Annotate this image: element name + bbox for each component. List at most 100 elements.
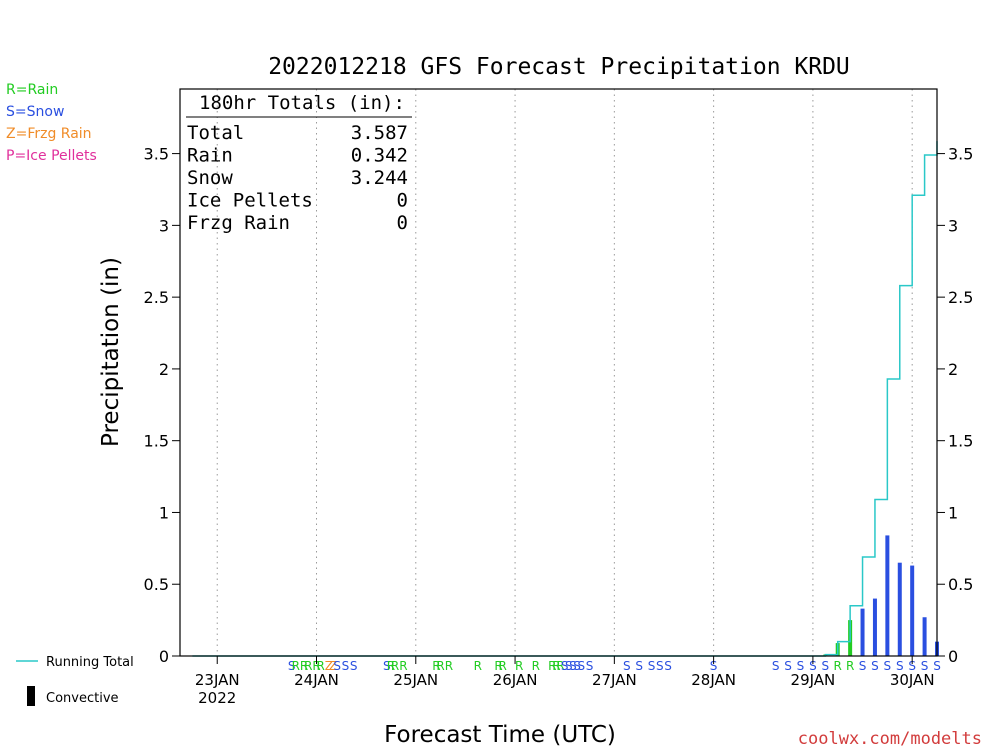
chart-title: 2022012218 GFS Forecast Precipitation KR… bbox=[268, 54, 850, 80]
y-axis-label: Precipitation (in) bbox=[98, 257, 124, 447]
y-tick-label-right: 1 bbox=[948, 503, 958, 522]
x-tick-label: 24JAN bbox=[294, 671, 339, 689]
y-tick-label-right: 0.5 bbox=[948, 575, 973, 594]
y-tick-label-left: 0 bbox=[159, 647, 169, 666]
ptype-marker: S bbox=[288, 659, 296, 673]
ptype-marker: S bbox=[859, 659, 867, 673]
running-total-series bbox=[192, 141, 938, 657]
ptype-marker: R bbox=[846, 659, 854, 673]
totals-row-value: 0.342 bbox=[351, 145, 408, 167]
totals-row-value: 0 bbox=[397, 190, 408, 212]
y-tick-label-right: 2 bbox=[948, 360, 958, 379]
ptype-marker: S bbox=[333, 659, 341, 673]
y-tick-label-right: 3.5 bbox=[948, 145, 973, 164]
ptype-marker: S bbox=[921, 659, 929, 673]
ptype-marker: S bbox=[573, 659, 581, 673]
totals-row-label: Ice Pellets bbox=[187, 190, 313, 212]
totals-box: 180hr Totals (in): Total 3.587 Rain 0.342 Sn… bbox=[186, 92, 412, 234]
precip-bar bbox=[922, 617, 927, 656]
ptype-marker: S bbox=[586, 659, 594, 673]
ptype-marker: R bbox=[387, 659, 395, 673]
totals-row-label: Frzg Rain bbox=[187, 212, 290, 234]
ptype-marker: R bbox=[474, 659, 482, 673]
ptype-marker: S bbox=[623, 659, 631, 673]
ptype-marker: S bbox=[350, 659, 358, 673]
y-tick-label-left: 3.5 bbox=[144, 145, 169, 164]
ptype-marker: R bbox=[548, 659, 556, 673]
x-tick-label: 28JAN bbox=[691, 671, 736, 689]
ptype-marker: S bbox=[784, 659, 792, 673]
x-tick-label: 25JAN bbox=[393, 671, 438, 689]
ptype-marker: S bbox=[809, 659, 817, 673]
ptype-marker: S bbox=[383, 659, 391, 673]
ptype-marker: R bbox=[834, 659, 842, 673]
x-tick-label: 27JAN bbox=[592, 671, 637, 689]
ptype-marker: S bbox=[656, 659, 664, 673]
y-tick-label-left: 1.5 bbox=[144, 432, 169, 451]
ptype-marker: R bbox=[312, 659, 320, 673]
y-tick-label-left: 1 bbox=[159, 503, 169, 522]
totals-row-label: Total bbox=[187, 122, 244, 144]
ptype-marker: R bbox=[399, 659, 407, 673]
ptype-marker: S bbox=[884, 659, 892, 673]
precip-bar bbox=[897, 562, 902, 656]
ptype-marker: Z bbox=[329, 659, 337, 673]
y-tick-label-right: 2.5 bbox=[948, 288, 973, 307]
x-tick-label: 29JAN bbox=[791, 671, 836, 689]
ptype-marker: S bbox=[933, 659, 941, 673]
ptype-marker: R bbox=[432, 659, 440, 673]
ptype-marker: R bbox=[498, 659, 506, 673]
totals-row-value: 0 bbox=[397, 212, 408, 234]
ptype-marker: S bbox=[896, 659, 904, 673]
ptype-marker: S bbox=[565, 659, 573, 673]
ptype-marker: S bbox=[821, 659, 829, 673]
ptype-marker: R bbox=[494, 659, 502, 673]
totals-row-label: Rain bbox=[187, 145, 233, 167]
ptype-marker: R bbox=[556, 659, 564, 673]
y-tick-label-left: 2 bbox=[159, 360, 169, 379]
legend-rain: R=Rain bbox=[6, 82, 58, 98]
ptype-marker: R bbox=[552, 659, 560, 673]
totals-header: 180hr Totals (in): bbox=[199, 92, 405, 114]
ptype-marker: S bbox=[664, 659, 672, 673]
ptype-marker: R bbox=[292, 659, 300, 673]
y-tick-label-left: 2.5 bbox=[144, 288, 169, 307]
ptype-marker: R bbox=[304, 659, 312, 673]
ptype-marker: S bbox=[561, 659, 569, 673]
ptype-marker: R bbox=[515, 659, 523, 673]
ptype-marker: S bbox=[797, 659, 805, 673]
y-tick-label-right: 0 bbox=[948, 647, 958, 666]
ptype-marker: S bbox=[648, 659, 656, 673]
totals-row-label: Snow bbox=[187, 167, 233, 189]
bars bbox=[823, 535, 939, 656]
y-tick-label-right: 1.5 bbox=[948, 432, 973, 451]
ptype-marker: S bbox=[635, 659, 643, 673]
y-tick-label-left: 3 bbox=[159, 216, 169, 235]
watermark: coolwx.com/modelts bbox=[798, 729, 982, 749]
legend-ice: P=Ice Pellets bbox=[6, 148, 97, 164]
x-axis-label: Forecast Time (UTC) bbox=[384, 722, 616, 748]
x-tick-label: 26JAN bbox=[493, 671, 538, 689]
legend-snow: S=Snow bbox=[6, 104, 64, 120]
precip-bar bbox=[872, 598, 877, 656]
ptype-marker: R bbox=[300, 659, 308, 673]
legend-frzg: Z=Frzg Rain bbox=[6, 126, 92, 142]
legend-convective-swatch bbox=[27, 686, 35, 706]
y-tick-label-right: 3 bbox=[948, 216, 958, 235]
plot-frame bbox=[179, 88, 938, 657]
x-tick-label: 30JAN bbox=[890, 671, 935, 689]
legend-running-total-label: Running Total bbox=[46, 655, 134, 670]
ptype-marker: S bbox=[710, 659, 718, 673]
ptype-marker: R bbox=[532, 659, 540, 673]
ptype-marker: Z bbox=[325, 659, 333, 673]
ptype-marker: S bbox=[772, 659, 780, 673]
y-tick-label-left: 0.5 bbox=[144, 575, 169, 594]
ptype-marker: S bbox=[342, 659, 350, 673]
precip-bar bbox=[910, 565, 915, 656]
ptype-marker: S bbox=[569, 659, 577, 673]
ptype-marker: R bbox=[436, 659, 444, 673]
x-tick-label: 23JAN bbox=[195, 671, 240, 689]
totals-row-value: 3.244 bbox=[351, 167, 408, 189]
